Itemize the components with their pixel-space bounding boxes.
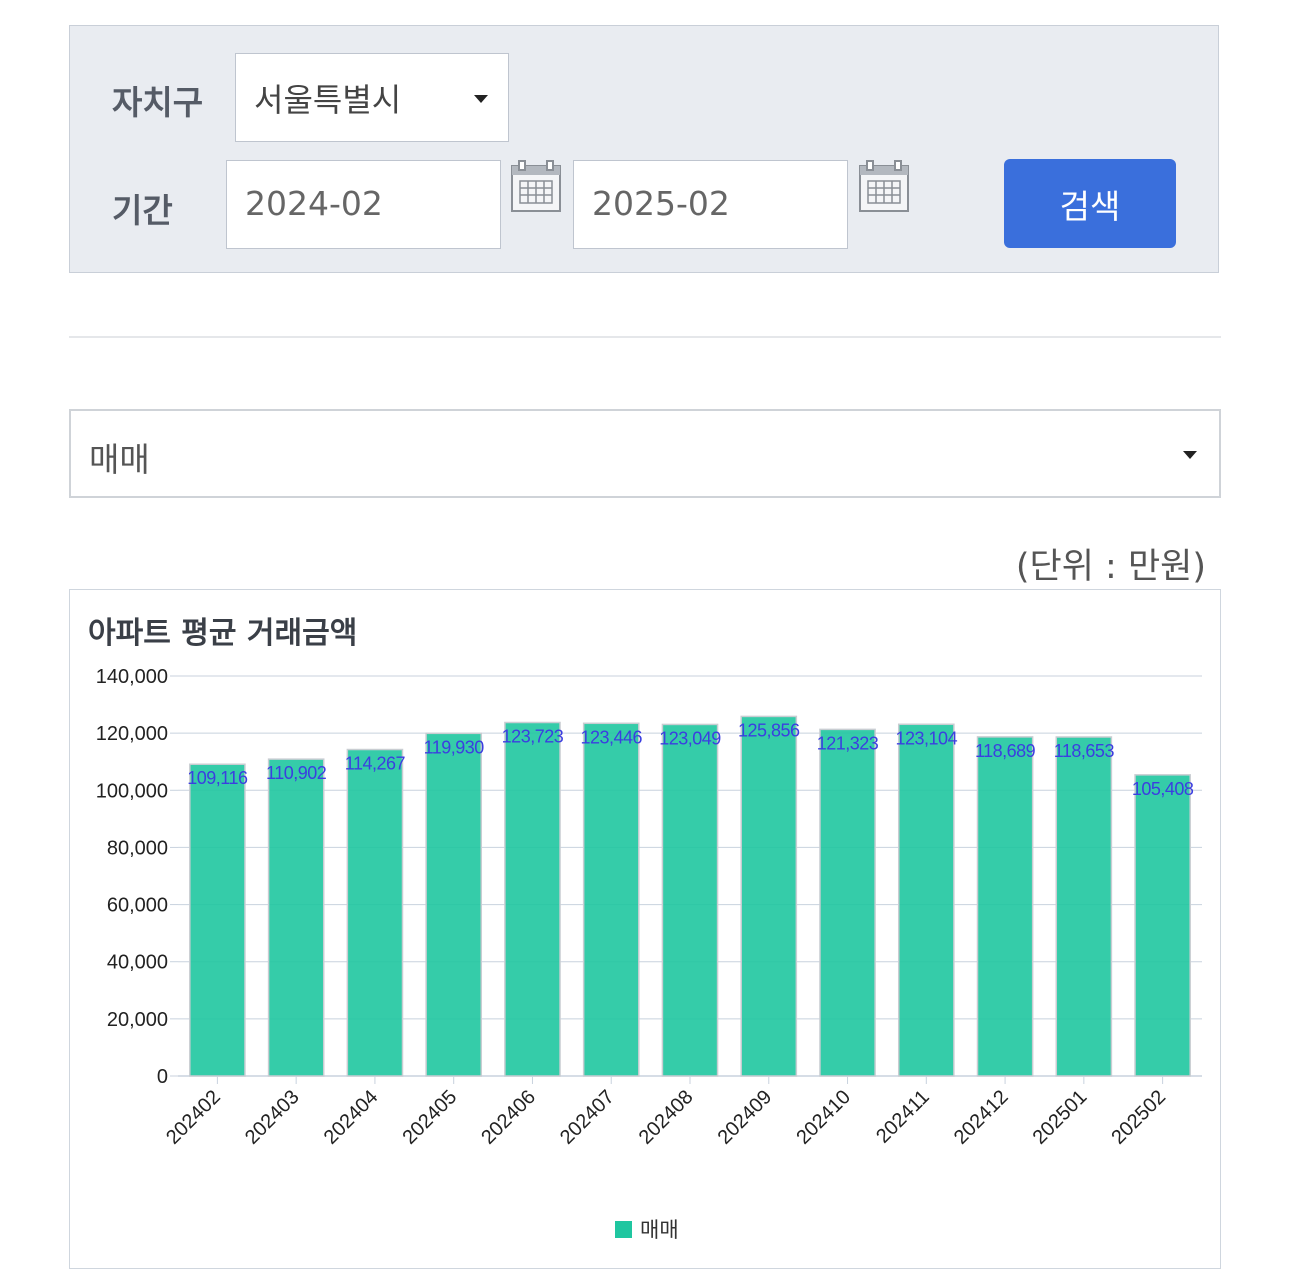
bar[interactable] xyxy=(1055,736,1113,1077)
transaction-type-value: 매매 xyxy=(89,440,150,479)
bar[interactable] xyxy=(819,728,876,1077)
data-label: 123,049 xyxy=(659,728,721,748)
bar-chart: 0 20,000 40,000 60,000 80,000 100,000 120,000 1… xyxy=(96,666,1202,1149)
calendar-icon[interactable] xyxy=(859,160,909,212)
y-tick-label: 100,000 xyxy=(96,780,168,802)
data-label: 121,323 xyxy=(817,733,879,753)
data-label: 118,689 xyxy=(975,741,1036,761)
bar[interactable] xyxy=(504,721,561,1077)
x-tick-label: 202409 xyxy=(714,1086,777,1149)
bar[interactable] xyxy=(425,732,483,1077)
unit-label: (단위 : 만원) xyxy=(1015,547,1206,587)
data-label: 110,902 xyxy=(266,763,327,783)
y-tick-label: 40,000 xyxy=(107,952,168,974)
bar[interactable] xyxy=(189,763,246,1077)
chart-container: 아파트 평균 거래금액 0 20,000 40,000 60,000 80,000 100… xyxy=(69,589,1221,1269)
y-tick-label: 0 xyxy=(157,1066,168,1088)
bar[interactable] xyxy=(661,723,719,1077)
chart-title: 아파트 평균 거래금액 xyxy=(88,616,358,651)
x-tick-label: 202502 xyxy=(1107,1086,1170,1149)
data-label: 119,930 xyxy=(424,737,485,757)
chart-legend[interactable]: 매매 xyxy=(615,1214,679,1244)
bar[interactable] xyxy=(976,736,1034,1077)
data-label: 123,104 xyxy=(896,728,958,748)
bar[interactable] xyxy=(740,715,798,1077)
y-tick-label: 60,000 xyxy=(107,895,168,917)
bar[interactable] xyxy=(1134,774,1191,1077)
data-label: 114,267 xyxy=(345,754,406,774)
data-label: 118,653 xyxy=(1054,741,1115,761)
y-tick-label: 20,000 xyxy=(107,1009,168,1031)
search-panel: 자치구 서울특별시 기간 2024-02 2025-02 xyxy=(69,25,1219,273)
region-label: 자치구 xyxy=(112,83,204,122)
x-tick-label: 202410 xyxy=(792,1086,855,1149)
legend-swatch xyxy=(615,1220,632,1238)
data-label: 105,408 xyxy=(1132,779,1194,799)
data-label: 109,116 xyxy=(187,768,248,788)
x-tick-label: 202405 xyxy=(398,1086,461,1149)
data-label: 125,856 xyxy=(738,720,800,740)
region-select[interactable]: 서울특별시 xyxy=(235,53,509,142)
end-date-input[interactable]: 2025-02 xyxy=(573,160,848,249)
data-label: 123,723 xyxy=(502,727,564,747)
y-tick-label: 120,000 xyxy=(96,723,168,745)
x-tick-label: 202407 xyxy=(556,1086,619,1149)
bar[interactable] xyxy=(897,723,955,1077)
x-tick-label: 202404 xyxy=(320,1086,383,1149)
calendar-icon[interactable] xyxy=(511,160,561,212)
bar[interactable] xyxy=(346,748,404,1077)
x-tick-label: 202406 xyxy=(477,1086,540,1149)
x-tick-label: 202408 xyxy=(635,1086,698,1149)
chevron-down-icon xyxy=(474,95,488,103)
bar[interactable] xyxy=(582,722,640,1077)
search-button[interactable]: 검색 xyxy=(1004,159,1176,248)
legend-label: 매매 xyxy=(640,1218,679,1242)
bar[interactable] xyxy=(267,758,325,1077)
x-tick-label: 202411 xyxy=(872,1086,934,1148)
x-tick-label: 202412 xyxy=(950,1086,1013,1149)
section-divider xyxy=(69,336,1221,338)
chevron-down-icon xyxy=(1183,451,1197,459)
y-tick-label: 140,000 xyxy=(96,666,168,688)
period-label: 기간 xyxy=(112,191,173,230)
x-tick-label: 202501 xyxy=(1029,1086,1092,1149)
start-date-input[interactable]: 2024-02 xyxy=(226,160,501,249)
y-tick-label: 80,000 xyxy=(107,837,168,859)
data-label: 123,446 xyxy=(580,727,642,747)
x-tick-label: 202402 xyxy=(162,1086,225,1149)
region-select-value: 서울특별시 xyxy=(254,80,402,119)
x-tick-label: 202403 xyxy=(241,1086,304,1149)
transaction-type-select[interactable]: 매매 xyxy=(69,409,1221,498)
